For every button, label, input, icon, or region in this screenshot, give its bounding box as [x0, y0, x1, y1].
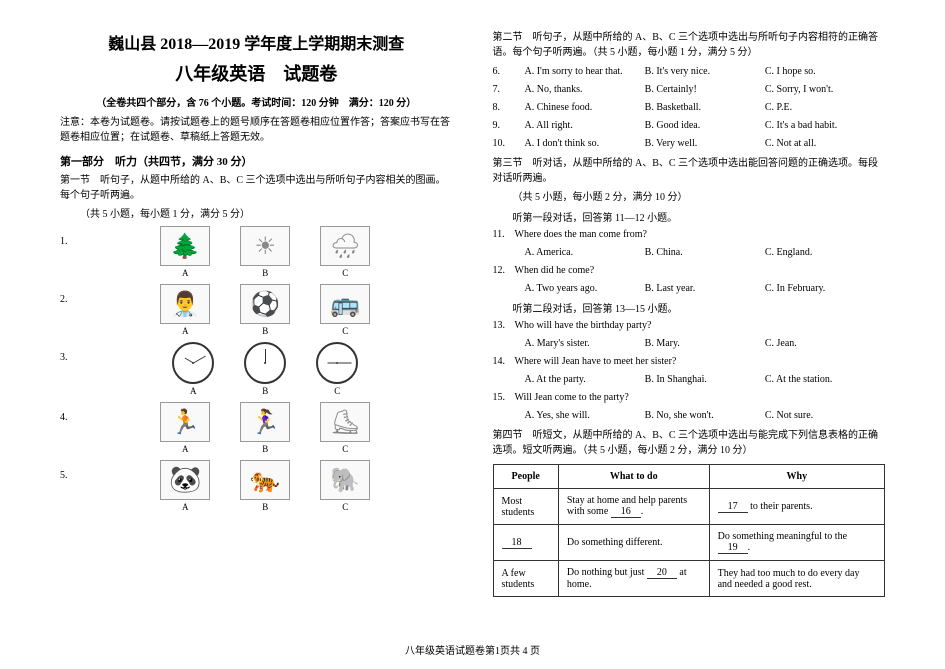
image-row: 1. 🌲A ☀B 🌧C: [60, 226, 453, 278]
right-column: 第二节 听句子，从题中所给的 A、B、C 三个选项中选出与所听句子内容相符的正确…: [473, 30, 896, 659]
exam-meta: （全卷共四个部分，含 76 个小题。考试时间：120 分钟 满分：120 分）: [60, 94, 453, 109]
skating-icon: ⛸: [320, 402, 370, 442]
cell-people: Most students: [493, 489, 558, 525]
cell-why: Do something meaningful to the 19.: [709, 525, 884, 561]
sec3-note2: 听第二段对话，回答第 13—15 小题。: [493, 300, 886, 315]
page-footer: 八年级英语试题卷第1页共 4 页: [0, 642, 945, 657]
title-main: 巍山县 2018—2019 学年度上学期期末测查: [60, 30, 453, 54]
title-sub: 八年级英语 试题卷: [60, 60, 453, 86]
cell-what: Do something different.: [558, 525, 709, 561]
sec3-note1: 听第一段对话，回答第 11—12 小题。: [493, 209, 886, 224]
running-icon: 🏃: [160, 402, 210, 442]
clock-icon: [244, 342, 286, 384]
q-number: 5.: [60, 460, 78, 481]
sec3-q1: 11.Where does the man come from? A. Amer…: [493, 227, 886, 297]
q-number: 2.: [60, 284, 78, 305]
cell-what: Stay at home and help parents with some …: [558, 489, 709, 525]
sec2-head: 第二节 听句子，从题中所给的 A、B、C 三个选项中选出与所听句子内容相符的正确…: [493, 30, 886, 60]
part1-head: 第一部分 听力（共四节，满分 30 分）: [60, 153, 453, 169]
image-row: 2. 👨‍⚕️A ⚽B 🚌C: [60, 284, 453, 336]
ball-icon: ⚽: [240, 284, 290, 324]
q-number: 1.: [60, 226, 78, 247]
running-icon: 🏃‍♀️: [240, 402, 290, 442]
sec4-head: 第四节 听短文，从题中所给的 A、B、C 三个选项中选出与能完成下列信息表格的正…: [493, 428, 886, 458]
clock-icon: [172, 342, 214, 384]
th-why: Why: [709, 465, 884, 489]
cell-people: 18: [493, 525, 558, 561]
cell-why: They had too much to do every day and ne…: [709, 561, 884, 597]
sec3-head: 第三节 听对话，从题中所给的 A、B、C 三个选项中选出能回答问题的正确选项。每…: [493, 156, 886, 186]
rain-icon: 🌧: [320, 226, 370, 266]
cell-people: A few students: [493, 561, 558, 597]
tree-icon: 🌲: [160, 226, 210, 266]
left-column: 巍山县 2018—2019 学年度上学期期末测查 八年级英语 试题卷 （全卷共四…: [50, 30, 473, 659]
cell-why: 17 to their parents.: [709, 489, 884, 525]
table-row: A few students Do nothing but just 20 at…: [493, 561, 885, 597]
clock-icon: [316, 342, 358, 384]
th-people: People: [493, 465, 558, 489]
th-what: What to do: [558, 465, 709, 489]
sec1-sub: （共 5 小题，每小题 1 分，满分 5 分）: [60, 207, 453, 222]
image-row: 4. 🏃A 🏃‍♀️B ⛸C: [60, 402, 453, 454]
sec3-q2: 13.Who will have the birthday party? A. …: [493, 318, 886, 424]
bus-icon: 🚌: [320, 284, 370, 324]
panda-icon: 🐼: [160, 460, 210, 500]
tiger-icon: 🐅: [240, 460, 290, 500]
sec3-sub: （共 5 小题，每小题 2 分，满分 10 分）: [493, 190, 886, 205]
sun-icon: ☀: [240, 226, 290, 266]
table-header-row: People What to do Why: [493, 465, 885, 489]
exam-note: 注意：本卷为试题卷。请按试题卷上的题号顺序在答题卷相应位置作答；答案应书写在答题…: [60, 115, 453, 145]
image-row: 5. 🐼A 🐅B 🐘C: [60, 460, 453, 512]
q-number: 3.: [60, 342, 78, 363]
sec1-head: 第一节 听句子，从题中所给的 A、B、C 三个选项中选出与所听句子内容相关的图画…: [60, 173, 453, 203]
image-row: 3. A B C: [60, 342, 453, 396]
image-questions: 1. 🌲A ☀B 🌧C 2. 👨‍⚕️A ⚽B 🚌C 3. A B C: [60, 226, 453, 512]
q-number: 4.: [60, 402, 78, 423]
sec2-questions: 6.A. I'm sorry to hear that.B. It's very…: [493, 64, 886, 152]
table-row: 18 Do something different. Do something …: [493, 525, 885, 561]
table-row: Most students Stay at home and help pare…: [493, 489, 885, 525]
elephant-icon: 🐘: [320, 460, 370, 500]
cell-what: Do nothing but just 20 at home.: [558, 561, 709, 597]
info-table: People What to do Why Most students Stay…: [493, 464, 886, 597]
doctor-icon: 👨‍⚕️: [160, 284, 210, 324]
